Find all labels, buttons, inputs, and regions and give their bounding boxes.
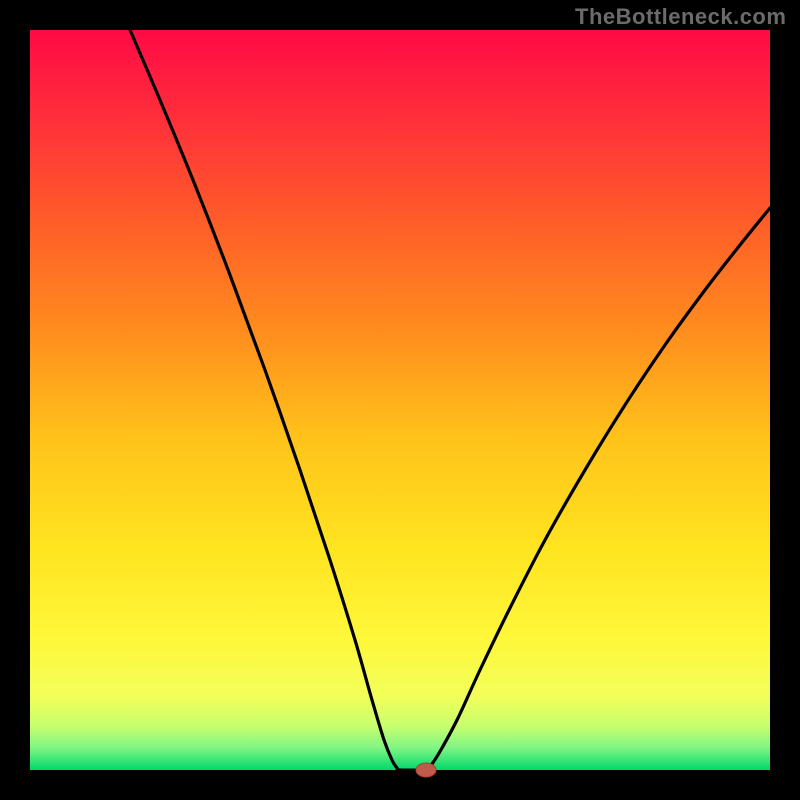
plot-background xyxy=(30,30,770,770)
chart-svg xyxy=(0,0,800,800)
optimum-marker xyxy=(416,763,436,777)
bottleneck-chart xyxy=(0,0,800,800)
watermark-text: TheBottleneck.com xyxy=(575,4,786,30)
